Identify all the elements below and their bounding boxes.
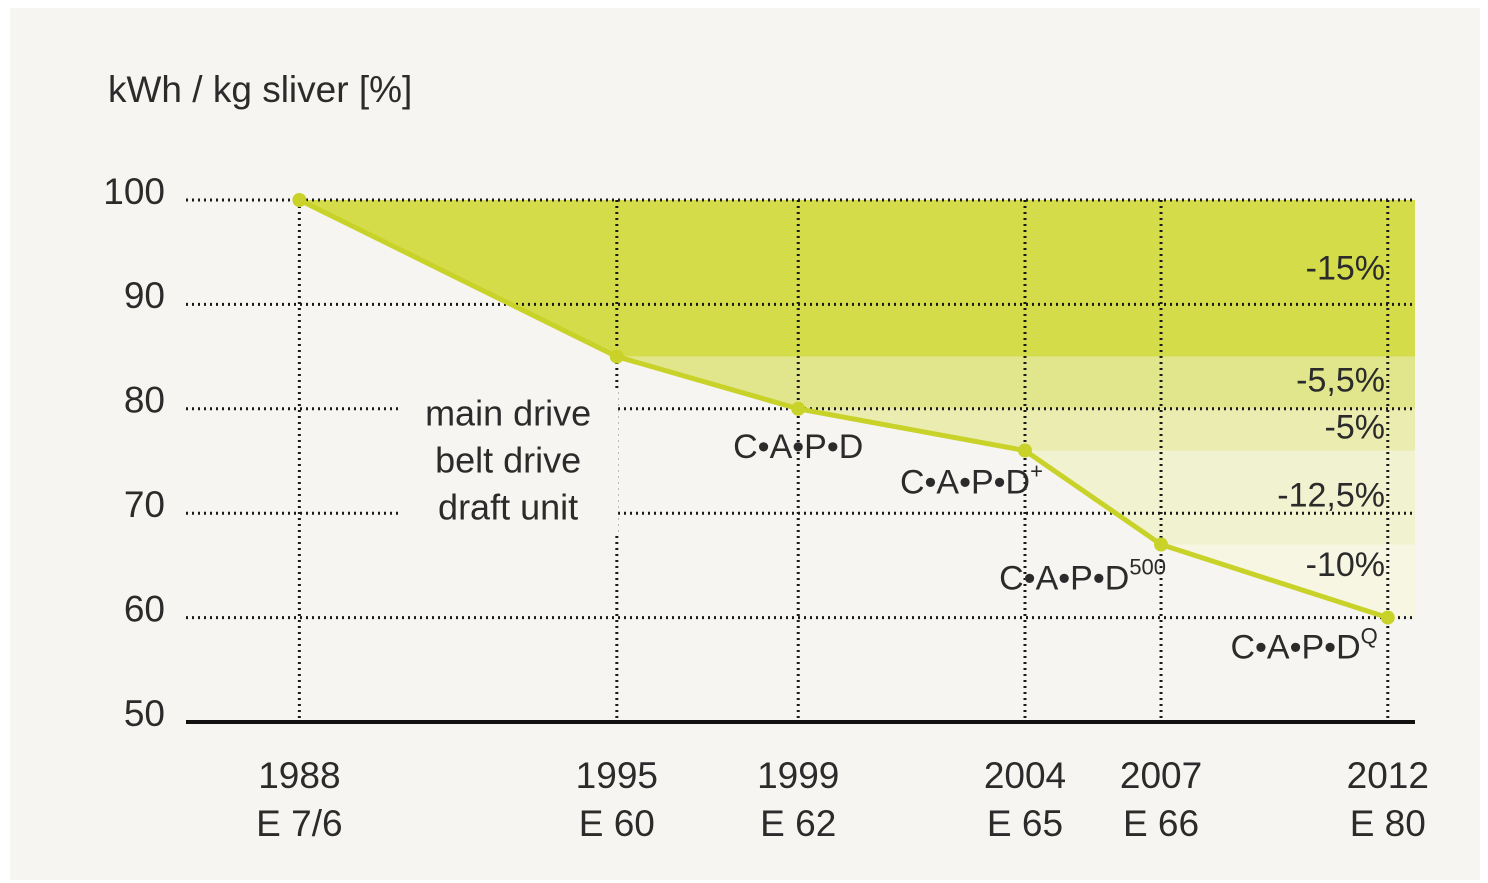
y-tick-label: 90 [124, 275, 165, 316]
annotation-background [398, 392, 619, 532]
data-point [609, 349, 624, 364]
point-label-text: C•A•P•D [1230, 629, 1360, 667]
y-tick-label: 60 [124, 588, 165, 629]
band-label: -15% [1306, 249, 1385, 287]
reduction-band [798, 408, 1415, 451]
annotation: draft unit [438, 487, 578, 528]
x-tick-sublabel: E 62 [760, 803, 836, 844]
data-point [1154, 537, 1169, 552]
band-label: -10% [1306, 546, 1385, 584]
data-point [1380, 610, 1395, 625]
x-tick-label: 2012 [1347, 755, 1429, 796]
data-point [292, 193, 307, 207]
point-label: C•A•P•D+ [900, 458, 1043, 501]
x-tick-sublabel: E 66 [1123, 803, 1199, 844]
data-line [298, 197, 1389, 620]
point-label-text: C•A•P•D [733, 428, 863, 466]
y-tick-label: 100 [103, 171, 165, 212]
x-tick-label: 1999 [757, 755, 839, 796]
x-tick-label: 1995 [576, 755, 658, 796]
y-tick-label: 50 [124, 693, 165, 734]
reduction-band [299, 200, 1416, 357]
point-label: C•A•P•D [733, 428, 863, 466]
data-point [1017, 443, 1032, 458]
y-tick-label: 80 [124, 380, 165, 421]
point-label: C•A•P•DQ [1230, 623, 1377, 666]
band-label: -12,5% [1277, 477, 1385, 515]
reduction-band [616, 356, 1415, 409]
x-tick-sublabel: E 65 [987, 803, 1063, 844]
point-label-sup: Q [1361, 623, 1378, 648]
annotation: main drive [425, 393, 591, 434]
x-tick-label: 2007 [1120, 755, 1202, 796]
point-label-text: C•A•P•D [900, 464, 1030, 502]
point-label-sup: 500 [1129, 554, 1166, 579]
annotation: belt drive [435, 440, 581, 481]
data-point [791, 401, 806, 416]
x-tick-sublabel: E 7/6 [256, 803, 342, 844]
x-tick-sublabel: E 80 [1350, 803, 1426, 844]
y-axis-label: kWh / kg sliver [%] [108, 69, 412, 110]
point-label: C•A•P•D500 [999, 554, 1166, 597]
band-label: -5,5% [1296, 362, 1385, 400]
point-label-text: C•A•P•D [999, 560, 1129, 598]
band-label: -5% [1325, 409, 1385, 447]
reduction-band [1024, 450, 1415, 545]
x-tick-label: 2004 [984, 755, 1066, 796]
y-tick-label: 70 [124, 484, 165, 525]
point-label-sup: + [1030, 458, 1043, 483]
x-tick-label: 1988 [258, 755, 340, 796]
x-tick-sublabel: E 60 [579, 803, 655, 844]
